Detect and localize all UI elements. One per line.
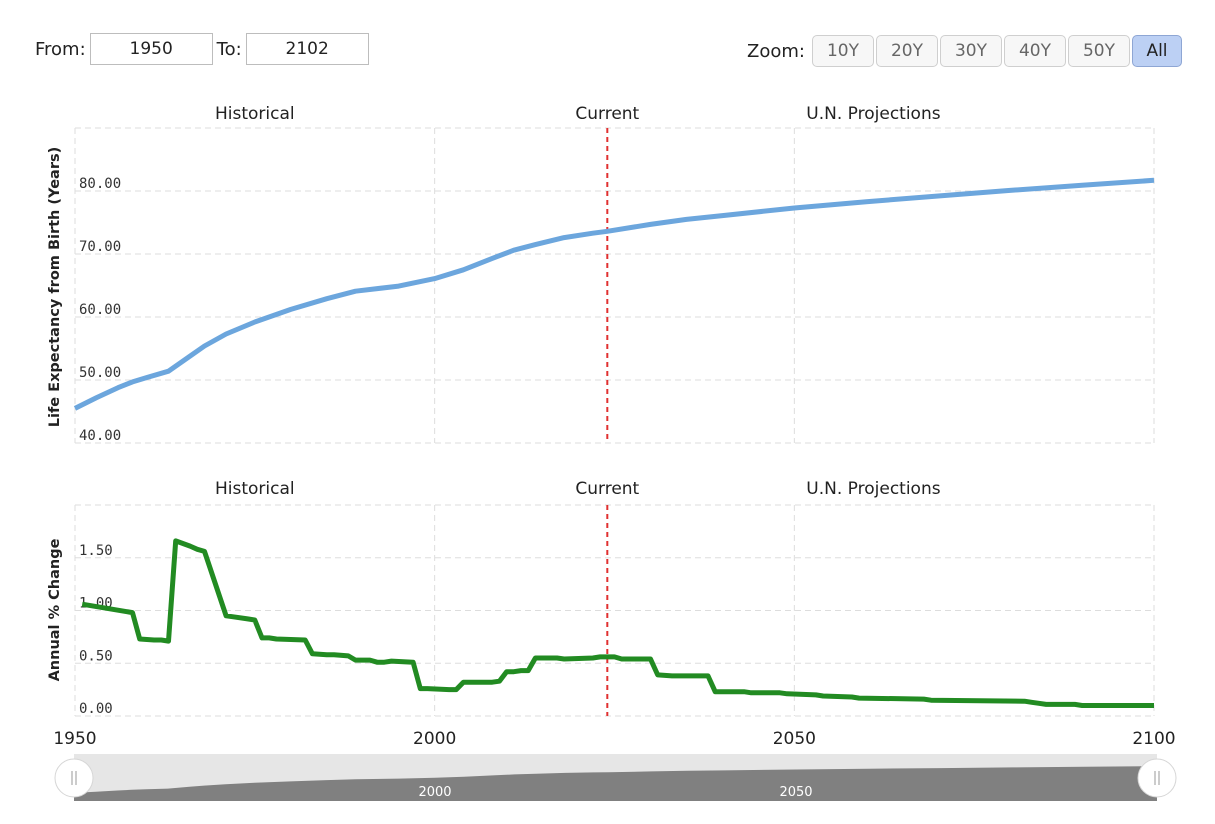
to-date-input[interactable]: [245, 33, 369, 65]
zoom-controls: Zoom: 10Y 20Y 30Y 40Y 50Y All: [747, 35, 1182, 67]
navigator-left-handle[interactable]: [54, 758, 94, 798]
y-tick-label: 80.00: [79, 176, 121, 192]
zoom-20y-button[interactable]: 20Y: [876, 35, 938, 67]
navigator-tick-label: 2050: [779, 785, 812, 800]
y-tick-label: 0.00: [79, 701, 113, 717]
y-tick-label: 1.50: [79, 543, 113, 559]
annotation-un-projections: U.N. Projections: [806, 104, 940, 124]
zoom-50y-button[interactable]: 50Y: [1068, 35, 1130, 67]
annotation-current: Current: [575, 104, 639, 124]
life-expectancy-annotations: Historical Current U.N. Projections: [215, 104, 941, 124]
annual-change-series-line: [81, 538, 1154, 708]
x-tick-label: 1950: [53, 729, 96, 749]
annual-change-panel: Historical Current U.N. Projections 0.00…: [47, 479, 1176, 749]
from-date-input[interactable]: [89, 33, 213, 65]
annotation-historical: Historical: [215, 104, 295, 124]
y-tick-label: 50.00: [79, 365, 121, 381]
y-tick-label: 70.00: [79, 239, 121, 255]
life-expectancy-y-axis-label: Life Expectancy from Birth (Years): [47, 147, 63, 427]
x-tick-label: 2000: [413, 729, 456, 749]
x-tick-label: 2050: [773, 729, 816, 749]
x-tick-label: 2100: [1132, 729, 1175, 749]
zoom-10y-button[interactable]: 10Y: [812, 35, 874, 67]
life-expectancy-series-line: [73, 177, 1155, 411]
zoom-label: Zoom:: [747, 40, 805, 62]
navigator[interactable]: 2000 2050: [54, 754, 1177, 801]
zoom-40y-button[interactable]: 40Y: [1004, 35, 1066, 67]
annual-change-y-ticks: 0.00 0.50 1.00 1.50: [79, 543, 113, 717]
y-tick-label: 0.50: [79, 648, 113, 664]
y-tick-label: 40.00: [79, 428, 121, 444]
range-selector-inputs: From: To:: [35, 33, 369, 65]
zoom-30y-button[interactable]: 30Y: [940, 35, 1002, 67]
life-expectancy-panel: Historical Current U.N. Projections 40.0…: [47, 104, 1155, 444]
annotation-historical: Historical: [215, 479, 295, 499]
annotation-un-projections: U.N. Projections: [806, 479, 940, 499]
annotation-current: Current: [575, 479, 639, 499]
x-axis-ticks: 1950 2000 2050 2100: [53, 729, 1175, 749]
navigator-tick-label: 2000: [418, 785, 451, 800]
y-tick-label: 60.00: [79, 302, 121, 318]
annual-change-grid: [74, 504, 1155, 717]
navigator-right-handle[interactable]: [1137, 758, 1177, 798]
life-expectancy-y-ticks: 40.00 50.00 60.00 70.00 80.00: [79, 176, 121, 444]
to-label: To:: [216, 38, 242, 60]
from-label: From:: [35, 38, 86, 60]
navigator-series-area: [74, 766, 1157, 801]
life-expectancy-grid: [74, 127, 1155, 444]
annual-change-y-axis-label: Annual % Change: [47, 538, 63, 681]
annual-change-annotations: Historical Current U.N. Projections: [215, 479, 941, 499]
zoom-all-button[interactable]: All: [1132, 35, 1182, 67]
